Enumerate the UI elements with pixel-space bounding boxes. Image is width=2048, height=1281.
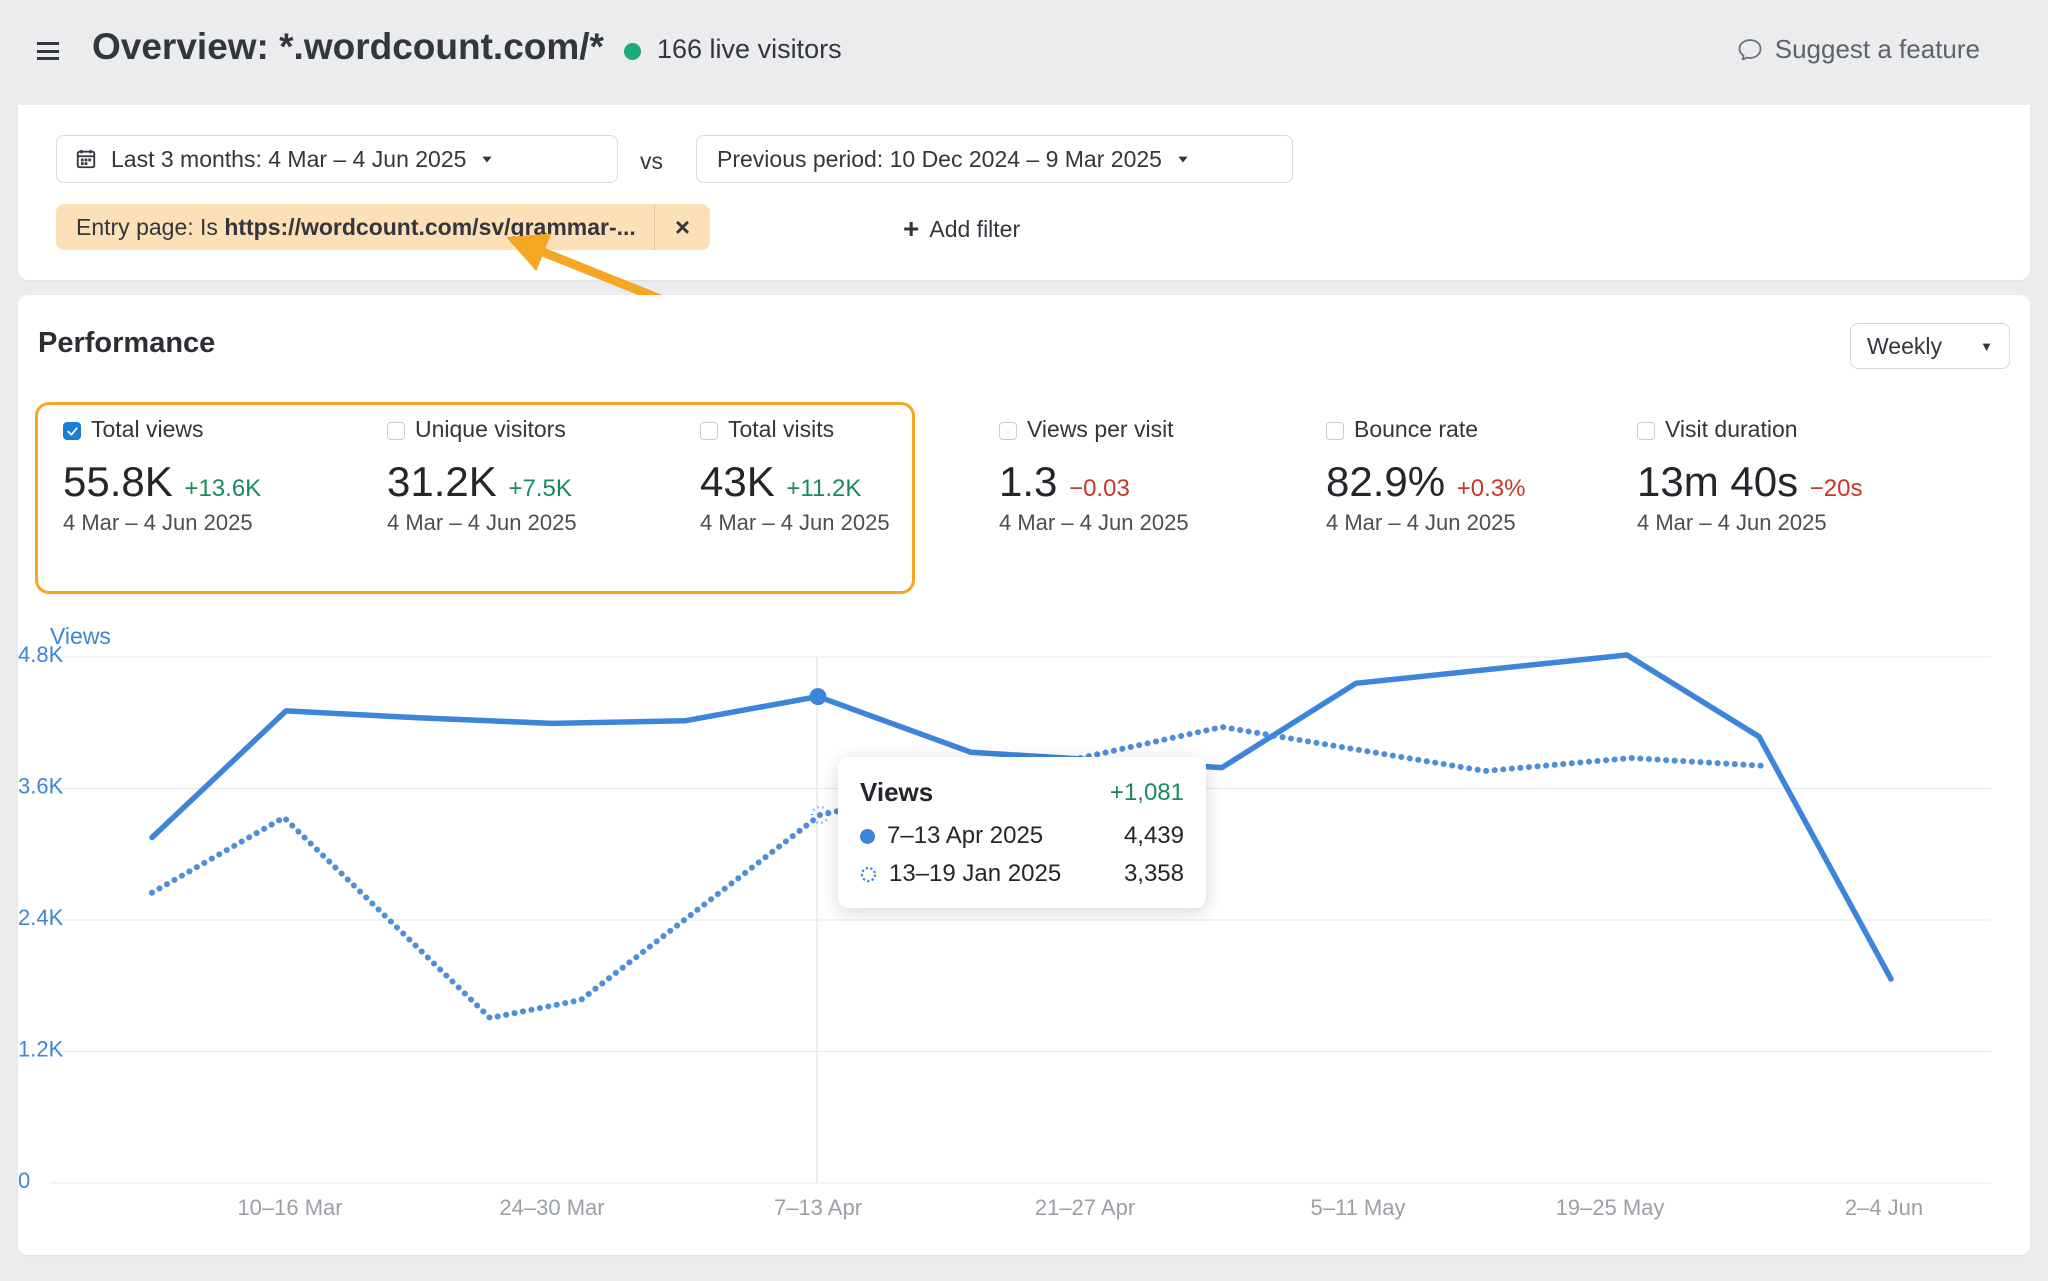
svg-text:7–13 Apr: 7–13 Apr [774,1195,862,1220]
svg-text:24–30 Mar: 24–30 Mar [499,1195,604,1220]
svg-text:0: 0 [18,1168,30,1193]
svg-text:4.8K: 4.8K [18,642,64,667]
svg-text:2–4 Jun: 2–4 Jun [1845,1195,1923,1220]
svg-text:5–11 May: 5–11 May [1311,1195,1406,1220]
svg-text:3.6K: 3.6K [18,774,64,799]
svg-text:10–16 Mar: 10–16 Mar [237,1195,342,1220]
svg-text:19–25 May: 19–25 May [1556,1195,1665,1220]
svg-text:1.2K: 1.2K [18,1037,64,1062]
svg-text:2.4K: 2.4K [18,905,64,930]
svg-text:21–27 Apr: 21–27 Apr [1035,1195,1135,1220]
